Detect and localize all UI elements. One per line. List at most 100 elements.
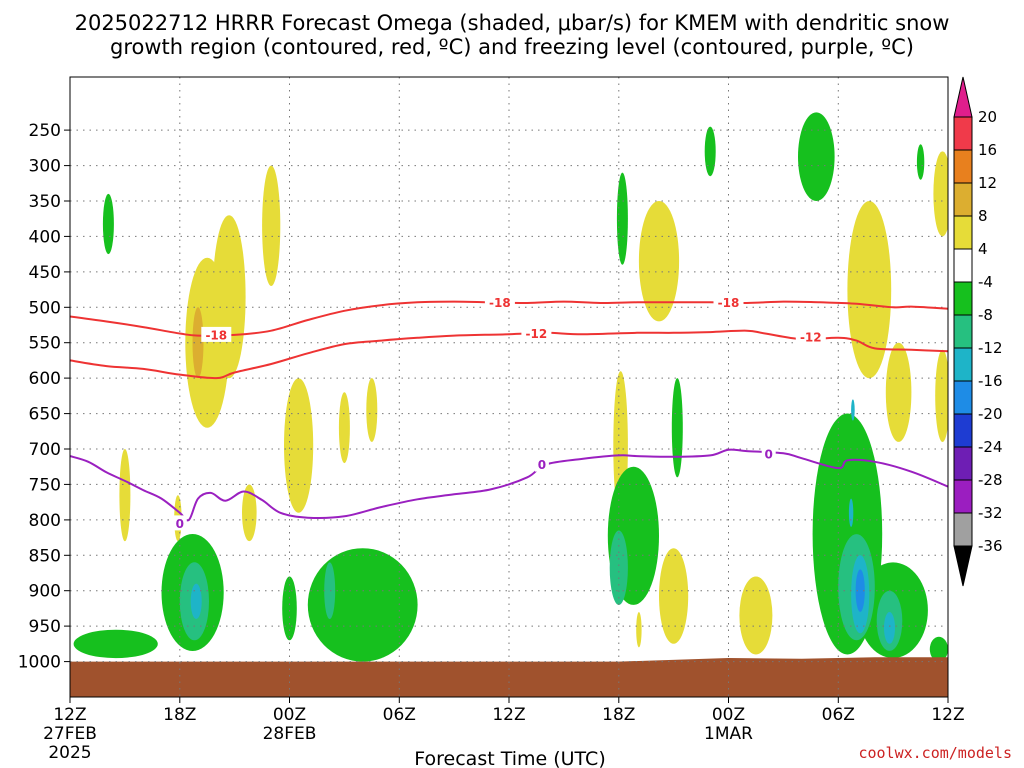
omega-region-3: [262, 165, 281, 286]
omega-region-6: [366, 378, 378, 442]
omega-region-9: [242, 484, 257, 542]
contour-label-0-2: -18: [205, 328, 227, 342]
omega-region-22: [73, 629, 158, 659]
x-tick-label-5: 18Z: [602, 705, 635, 725]
y-tick-label-11: 800: [29, 511, 61, 531]
colorbar-label-4: 4: [978, 240, 988, 258]
x-tick-label-6: 00Z: [712, 705, 745, 725]
contour-label-bg: [713, 294, 744, 310]
x-axis-label: Forecast Time (UTC): [414, 748, 605, 768]
colorbar-label-12: -32: [978, 504, 1003, 522]
omega-region-7: [119, 449, 131, 542]
colorbar-segment-3: [953, 215, 973, 250]
omega-region-36: [609, 530, 628, 605]
y-axis-ticks: 250 300 350 400 450 500 550 600 650 700 750 800 850 9…: [18, 121, 70, 673]
omega-region-17: [933, 151, 948, 237]
contour-label-bg: [201, 326, 232, 342]
colorbar-label-9: -20: [978, 405, 1003, 423]
omega-shaded-regions: [73, 112, 948, 662]
contour-label-bg: [795, 329, 826, 344]
contour-label-2-2: 0: [765, 448, 773, 462]
omega-region-26: [671, 378, 683, 478]
omega-region-2: [192, 307, 204, 379]
omega-region-30: [916, 144, 925, 180]
contour-lines: -18 -18 -18 -12 -12 0 0 0: [70, 294, 948, 531]
colorbar-segment-0: [953, 116, 973, 151]
contour-label-bg: [172, 515, 187, 531]
omega-region-13: [636, 612, 642, 648]
colorbar-label-6: -8: [978, 306, 993, 324]
omega-region-20: [102, 193, 114, 255]
y-tick-label-13: 900: [29, 582, 61, 602]
chart-subtitle: growth region (contoured, red, ºC) and f…: [110, 35, 914, 59]
contour-label-bg: [534, 456, 549, 472]
colorbar-segment-2: [953, 182, 973, 217]
chart-title: 2025022712 HRRR Forecast Omega (shaded, …: [75, 11, 950, 35]
contour-label-0-0: -18: [489, 296, 511, 310]
x-tick-label-4: 12Z: [492, 705, 525, 725]
contour-line-2: [70, 448, 948, 522]
omega-region-43: [848, 498, 854, 527]
colorbar-label-3: 8: [978, 207, 988, 225]
omega-region-25: [616, 172, 628, 265]
y-tick-label-4: 450: [29, 263, 61, 283]
omega-region-12: [659, 548, 689, 644]
y-tick-label-15: 1000: [18, 653, 61, 673]
colorbar-segment-6: [953, 314, 973, 349]
colorbar-bottom-arrow: [953, 545, 973, 587]
colorbar-label-0: 20: [978, 108, 997, 126]
omega-region-15: [847, 201, 892, 379]
omega-region-42: [855, 569, 865, 612]
omega-region-28: [704, 126, 716, 177]
y-tick-label-7: 600: [29, 369, 61, 389]
colorbar-top-arrow: [953, 76, 973, 118]
colorbar-segment-8: [953, 380, 973, 415]
x-tick-label-2: 00Z: [273, 705, 306, 725]
y-tick-label-5: 500: [29, 298, 61, 318]
x-tick-label-8: 12Z: [931, 705, 964, 725]
contour-label-1-0: -12: [526, 327, 548, 341]
colorbar-segment-9: [953, 413, 973, 448]
y-tick-label-9: 700: [29, 440, 61, 460]
omega-region-33: [929, 636, 948, 662]
y-tick-label-1: 300: [29, 157, 61, 177]
omega-region-23: [282, 576, 297, 641]
omega-region-44: [851, 399, 855, 421]
y-tick-label-3: 400: [29, 227, 61, 247]
terrain-layer: [70, 657, 948, 697]
omega-region-39: [190, 583, 202, 619]
contour-label-bg: [484, 294, 515, 310]
colorbar-label-7: -12: [978, 339, 1003, 357]
colorbar-segment-12: [953, 512, 973, 547]
omega-region-14: [739, 576, 773, 655]
y-tick-label-8: 650: [29, 405, 61, 425]
colorbar-segment-1: [953, 149, 973, 184]
x-tick-label-3: 06Z: [383, 705, 416, 725]
colorbar-label-11: -28: [978, 471, 1003, 489]
contour-label-bg: [761, 446, 776, 461]
colorbar-label-1: 16: [978, 141, 997, 159]
contour-label-0-1: -18: [718, 296, 740, 310]
colorbar-label-5: -4: [978, 273, 993, 291]
y-tick-label-14: 950: [29, 617, 61, 637]
omega-region-18: [935, 349, 948, 442]
x-tick-date-2: 28FEB: [263, 724, 317, 744]
y-tick-label-0: 250: [29, 121, 61, 141]
omega-region-5: [338, 392, 350, 464]
contour-label-1-1: -12: [800, 331, 822, 345]
terrain-fill: [70, 657, 948, 697]
x-tick-label-0: 12Z: [53, 705, 86, 725]
y-tick-label-2: 350: [29, 192, 61, 212]
contour-label-2-0: 0: [176, 517, 184, 531]
contour-label-2-1: 0: [538, 458, 546, 472]
omega-region-10: [638, 201, 680, 322]
omega-region-4: [284, 378, 314, 513]
x-tick-year-0: 2025: [48, 743, 91, 763]
omega-region-29: [798, 112, 835, 201]
colorbar-segment-10: [953, 446, 973, 481]
x-tick-date-0: 27FEB: [43, 724, 97, 744]
colorbar-label-2: 12: [978, 174, 997, 192]
x-tick-label-7: 06Z: [822, 705, 855, 725]
